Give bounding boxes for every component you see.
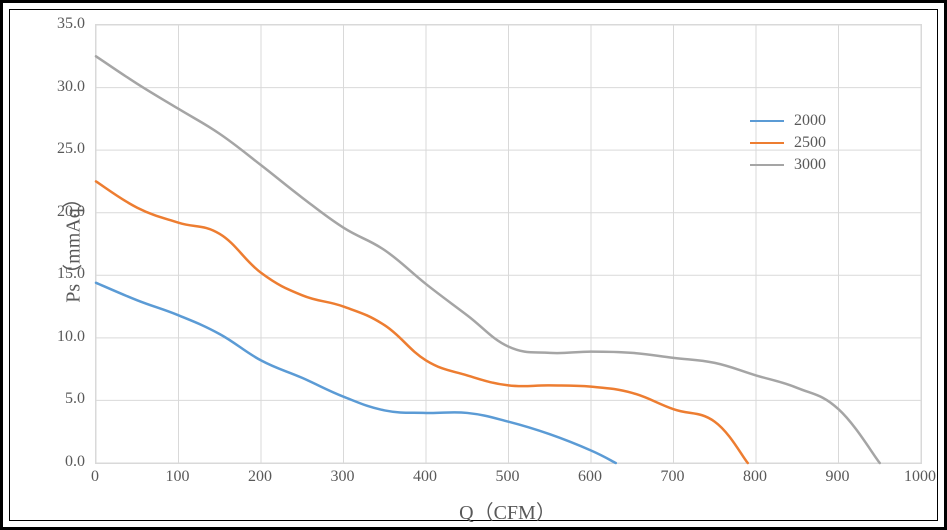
- x-tick: 500: [496, 468, 520, 486]
- x-tick: 1000: [904, 468, 936, 486]
- y-tick: 30.0: [57, 78, 85, 96]
- legend-label: 3000: [794, 156, 826, 174]
- legend-swatch: [750, 164, 784, 167]
- legend-swatch: [750, 142, 784, 145]
- x-axis-label: Q（CFM）: [459, 496, 556, 525]
- x-tick: 400: [413, 468, 437, 486]
- y-tick: 15.0: [57, 265, 85, 283]
- legend-swatch: [750, 120, 784, 123]
- x-tick: 300: [331, 468, 355, 486]
- plot-area: [95, 24, 922, 464]
- y-tick: 20.0: [57, 203, 85, 221]
- x-tick: 600: [578, 468, 602, 486]
- x-tick: 900: [826, 468, 850, 486]
- x-tick: 100: [166, 468, 190, 486]
- legend: 2000 2500 3000: [750, 108, 826, 178]
- legend-label: 2000: [794, 112, 826, 130]
- y-tick: 0.0: [65, 453, 85, 471]
- legend-item: 3000: [750, 156, 826, 174]
- legend-label: 2500: [794, 134, 826, 152]
- y-tick: 10.0: [57, 328, 85, 346]
- y-tick: 35.0: [57, 15, 85, 33]
- legend-item: 2500: [750, 134, 826, 152]
- x-tick: 700: [661, 468, 685, 486]
- chart-panel: Ps（mmAq） Q（CFM） 200025003000 01002003004…: [9, 9, 938, 521]
- x-tick: 200: [248, 468, 272, 486]
- y-tick: 5.0: [65, 390, 85, 408]
- plot-svg: [96, 25, 921, 463]
- legend-item: 2000: [750, 112, 826, 130]
- y-tick: 25.0: [57, 140, 85, 158]
- x-tick: 0: [91, 468, 99, 486]
- x-tick: 800: [743, 468, 767, 486]
- outer-frame: Ps（mmAq） Q（CFM） 200025003000 01002003004…: [0, 0, 947, 530]
